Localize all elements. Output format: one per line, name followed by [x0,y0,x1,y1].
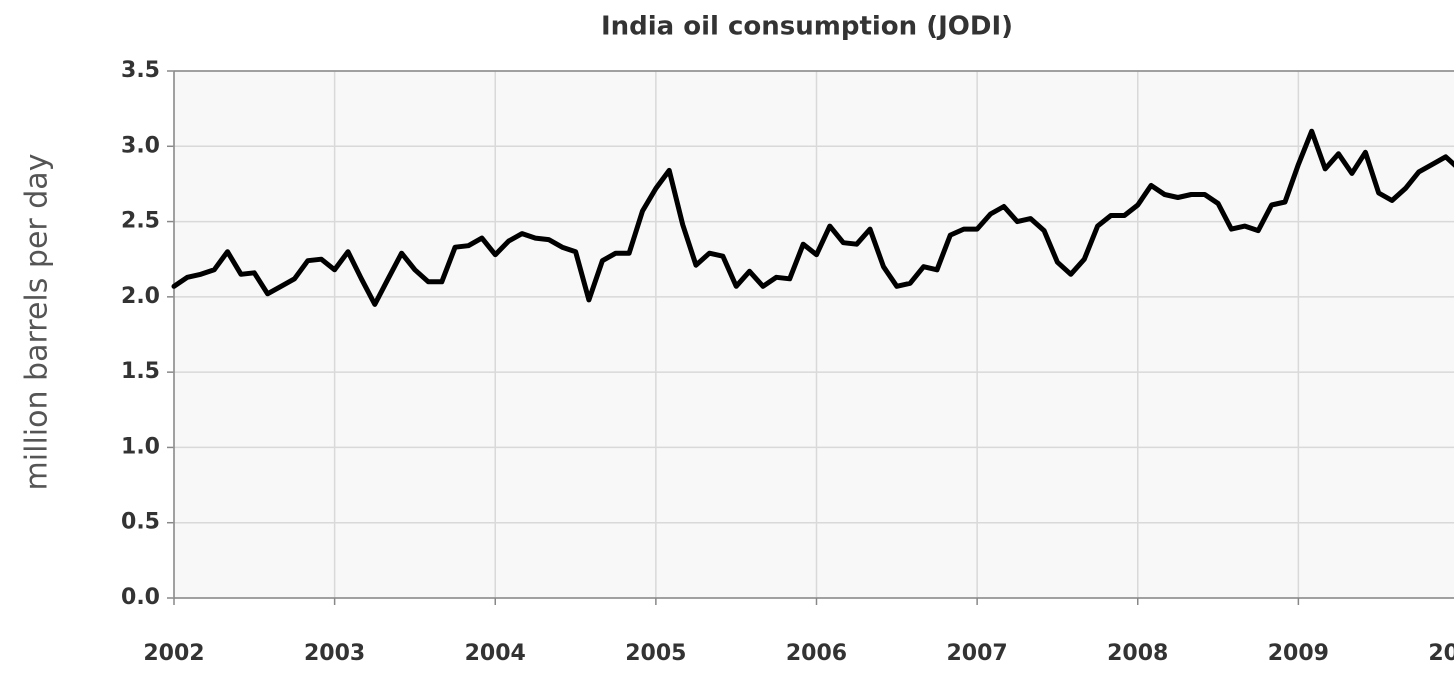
y-tick-label: 3.5 [121,58,160,83]
x-tick-label: 2006 [786,641,847,666]
x-tick-label: 2003 [304,641,365,666]
y-tick-label: 2.5 [121,209,160,234]
plot-area [174,71,1454,598]
x-tick-label: 2007 [947,641,1008,666]
y-tick-label: 1.5 [121,359,160,384]
x-tick-label: 2008 [1107,641,1168,666]
data-line [171,128,1454,307]
y-tick-label: 3.0 [121,133,160,158]
y-tick-label: 0.0 [121,585,160,610]
x-tick-label: 2002 [143,641,204,666]
y-tick-label: 1.0 [121,434,160,459]
chart-title: India oil consumption (JODI) [601,12,1013,42]
y-tick-label: 0.5 [121,510,160,535]
x-tick-label: 2009 [1268,641,1329,666]
y-axis-label: million barrels per day [20,154,55,491]
x-tick-label: 2010 [1428,641,1454,666]
y-tick-label: 2.0 [121,284,160,309]
x-tick-label: 2005 [625,641,686,666]
x-tick-label: 2004 [465,641,526,666]
